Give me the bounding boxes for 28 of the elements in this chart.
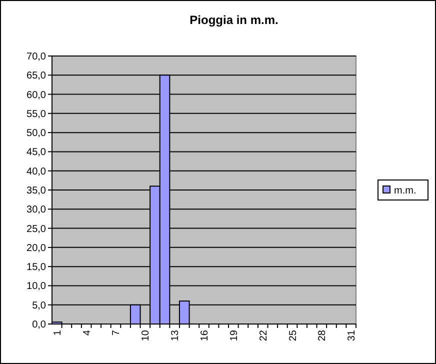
x-tick-label: 16 <box>200 330 210 342</box>
x-tick-label: 28 <box>317 330 328 342</box>
y-tick-label: 40,0 <box>26 166 46 178</box>
x-tick-label: 13 <box>170 330 182 342</box>
y-tick-label: 55,0 <box>26 108 46 120</box>
y-tick-label: 35,0 <box>26 186 46 196</box>
x-tick-label: 25 <box>288 330 299 342</box>
y-tick-label: 65,0 <box>26 70 46 82</box>
y-tick-label: 20,0 <box>26 242 46 254</box>
y-tick-label: 45,0 <box>26 147 46 158</box>
x-tick-label: 22 <box>258 330 270 342</box>
x-tick-label: 1 <box>52 330 64 336</box>
x-tick-label: 4 <box>82 330 93 336</box>
chart-title: Pioggia in m.m. <box>190 13 278 27</box>
y-tick-label: 5,0 <box>32 300 46 312</box>
y-tick-label: 25,0 <box>26 224 46 235</box>
y-tick-label: 50,0 <box>26 128 46 140</box>
x-tick-label: 7 <box>111 330 122 336</box>
y-tick-label: 60,0 <box>26 90 46 101</box>
y-tick-label: 15,0 <box>26 262 46 274</box>
y-tick-label: 70,0 <box>26 52 46 62</box>
x-tick-label: 19 <box>228 330 240 342</box>
y-tick-label: 0,0 <box>32 320 46 330</box>
x-tick-label: 31 <box>346 330 358 342</box>
legend-label: m.m. <box>394 186 416 196</box>
y-tick-label: 30,0 <box>26 204 46 216</box>
x-tick-label: 10 <box>140 330 152 342</box>
y-tick-label: 10,0 <box>26 281 46 292</box>
